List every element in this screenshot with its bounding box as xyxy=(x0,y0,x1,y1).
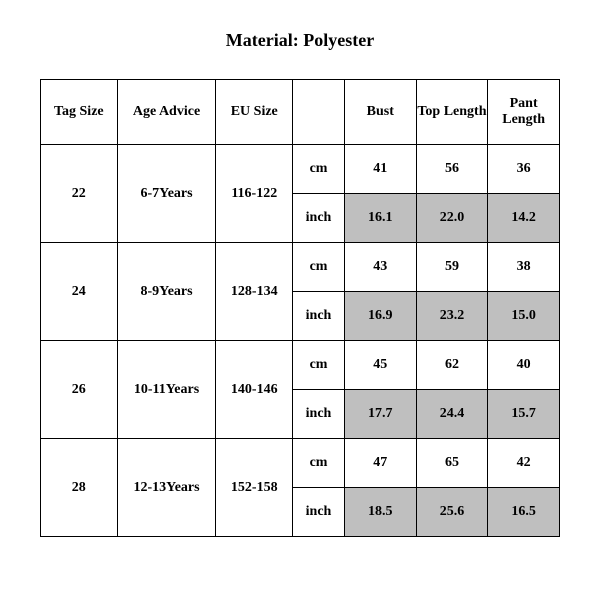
cell-pant-inch: 15.7 xyxy=(488,390,560,439)
cell-pant-cm: 36 xyxy=(488,145,560,194)
cell-age-advice: 10-11Years xyxy=(117,341,216,439)
col-top-length: Top Length xyxy=(416,80,488,145)
cell-unit-inch: inch xyxy=(293,292,345,341)
cell-pant-inch: 15.0 xyxy=(488,292,560,341)
cell-top-inch: 25.6 xyxy=(416,488,488,537)
cell-bust-inch: 16.1 xyxy=(344,194,416,243)
cell-pant-inch: 16.5 xyxy=(488,488,560,537)
cell-top-cm: 56 xyxy=(416,145,488,194)
cell-pant-inch: 14.2 xyxy=(488,194,560,243)
cell-eu-size: 116-122 xyxy=(216,145,293,243)
table-row: 24 8-9Years 128-134 cm 43 59 38 xyxy=(41,243,560,292)
cell-unit-inch: inch xyxy=(293,194,345,243)
cell-unit-inch: inch xyxy=(293,488,345,537)
table-row: 26 10-11Years 140-146 cm 45 62 40 xyxy=(41,341,560,390)
cell-unit-cm: cm xyxy=(293,439,345,488)
table-header-row: Tag Size Age Advice EU Size Bust Top Len… xyxy=(41,80,560,145)
col-tag-size: Tag Size xyxy=(41,80,118,145)
table-row: 22 6-7Years 116-122 cm 41 56 36 xyxy=(41,145,560,194)
cell-top-inch: 23.2 xyxy=(416,292,488,341)
cell-pant-cm: 38 xyxy=(488,243,560,292)
cell-eu-size: 152-158 xyxy=(216,439,293,537)
cell-unit-cm: cm xyxy=(293,243,345,292)
cell-unit-cm: cm xyxy=(293,145,345,194)
cell-bust-cm: 41 xyxy=(344,145,416,194)
cell-bust-cm: 45 xyxy=(344,341,416,390)
cell-tag-size: 26 xyxy=(41,341,118,439)
col-unit xyxy=(293,80,345,145)
cell-bust-inch: 17.7 xyxy=(344,390,416,439)
cell-tag-size: 24 xyxy=(41,243,118,341)
cell-top-cm: 62 xyxy=(416,341,488,390)
page: Material: Polyester Tag Size Age Advice … xyxy=(0,0,600,600)
col-pant-length: Pant Length xyxy=(488,80,560,145)
cell-top-cm: 65 xyxy=(416,439,488,488)
table-row: 28 12-13Years 152-158 cm 47 65 42 xyxy=(41,439,560,488)
cell-pant-cm: 42 xyxy=(488,439,560,488)
cell-top-cm: 59 xyxy=(416,243,488,292)
cell-pant-cm: 40 xyxy=(488,341,560,390)
cell-bust-cm: 47 xyxy=(344,439,416,488)
cell-tag-size: 28 xyxy=(41,439,118,537)
page-title: Material: Polyester xyxy=(40,30,560,51)
cell-age-advice: 6-7Years xyxy=(117,145,216,243)
cell-age-advice: 8-9Years xyxy=(117,243,216,341)
cell-top-inch: 22.0 xyxy=(416,194,488,243)
cell-tag-size: 22 xyxy=(41,145,118,243)
cell-bust-inch: 16.9 xyxy=(344,292,416,341)
cell-bust-inch: 18.5 xyxy=(344,488,416,537)
col-eu-size: EU Size xyxy=(216,80,293,145)
col-age-advice: Age Advice xyxy=(117,80,216,145)
cell-unit-inch: inch xyxy=(293,390,345,439)
cell-eu-size: 128-134 xyxy=(216,243,293,341)
table-body: 22 6-7Years 116-122 cm 41 56 36 inch 16.… xyxy=(41,145,560,537)
cell-eu-size: 140-146 xyxy=(216,341,293,439)
size-chart-table: Tag Size Age Advice EU Size Bust Top Len… xyxy=(40,79,560,537)
cell-age-advice: 12-13Years xyxy=(117,439,216,537)
col-bust: Bust xyxy=(344,80,416,145)
cell-unit-cm: cm xyxy=(293,341,345,390)
cell-top-inch: 24.4 xyxy=(416,390,488,439)
cell-bust-cm: 43 xyxy=(344,243,416,292)
